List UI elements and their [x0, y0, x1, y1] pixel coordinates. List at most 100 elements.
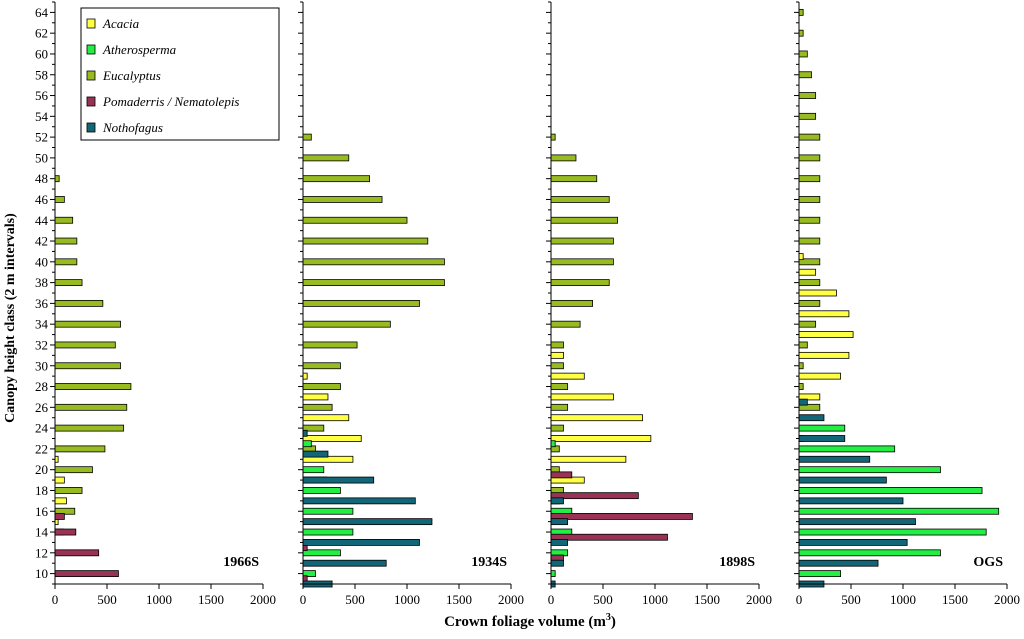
bar-eucalyptus-44	[54, 216, 74, 224]
bar-eucalyptus-42	[798, 237, 821, 245]
legend-label-nothofagus: Nothofagus	[102, 120, 163, 135]
bar-atherosperma-22	[798, 445, 896, 453]
bar-acacia-27	[550, 393, 614, 401]
bar-eucalyptus-50	[302, 154, 350, 162]
y-tick-label: 40	[35, 254, 48, 269]
y-tick-label: 12	[35, 545, 48, 560]
bar-eucalyptus-34	[798, 320, 817, 328]
bar-nothofagus-15	[550, 518, 569, 526]
x-axis-label-superscript: 3	[606, 612, 611, 623]
y-tick-label: 38	[35, 275, 48, 290]
bar-nothofagus-26-5	[798, 398, 808, 406]
bar-nothofagus-11	[302, 559, 387, 567]
panel-1966s: 10 12 14 16 18 20 22 24 26 28 30 32 34 36 38 40 42 44 46 48…	[35, 1, 276, 607]
legend-swatch-nothofagus	[86, 122, 96, 133]
bar-eucalyptus-56	[798, 92, 817, 99]
bar-eucalyptus-36	[54, 299, 104, 307]
bar-nothofagus-19	[302, 476, 375, 484]
bar-acacia-23	[550, 435, 652, 442]
bar-eucalyptus-50	[550, 154, 577, 162]
legend-label-atherosperma: Atherosperma	[102, 42, 177, 57]
bar-eucalyptus-64	[798, 8, 804, 16]
bar-nothofagus-13	[550, 539, 569, 546]
legend-swatch-pomaderris-nematolepis	[86, 96, 96, 107]
bar-nothofagus-13	[302, 539, 420, 546]
bar-eucalyptus-46	[550, 196, 610, 203]
bar-atherosperma-12	[798, 549, 941, 557]
bar-acacia-33	[798, 331, 854, 338]
legend-box	[80, 7, 280, 141]
bar-eucalyptus-20	[54, 466, 93, 474]
bar-acacia-39	[798, 268, 817, 276]
bar-acacia-31	[550, 351, 564, 359]
panel-1898s: 0 500 1000 1500 2000 1898S	[546, 1, 772, 607]
panel-label: 1898S	[719, 555, 755, 570]
bar-atherosperma-22-5	[550, 440, 556, 448]
bar-eucalyptus-48	[798, 175, 821, 183]
bar-nothofagus-11	[550, 559, 564, 567]
bar-atherosperma-16	[798, 507, 1000, 515]
panel-1934s: 0 500 1000 1500 2000 1934S	[298, 1, 524, 607]
bar-eucalyptus-42	[302, 237, 429, 245]
x-axis-label-main: Crown foliage volume (m	[444, 614, 606, 630]
bar-acacia-31	[798, 351, 850, 359]
bar-nothofagus-15	[798, 518, 916, 526]
x-tick-label: 1000	[394, 592, 420, 607]
x-tick-label: 1000	[642, 592, 668, 607]
legend-swatch-eucalyptus	[86, 70, 96, 81]
bar-eucalyptus-32	[302, 341, 358, 349]
y-tick-label: 50	[35, 150, 48, 165]
bar-atherosperma-20	[798, 466, 941, 474]
y-tick-label: 42	[35, 234, 48, 249]
bar-eucalyptus-40	[302, 258, 445, 266]
bar-atherosperma-18	[798, 487, 983, 494]
bar-eucalyptus-24	[550, 424, 564, 432]
panel-label: 1966S	[223, 555, 259, 570]
bar-acacia-40-5	[798, 253, 804, 261]
legend: Acacia Atherosperma Eucalyptus Pomaderris /…	[80, 7, 280, 141]
bar-atherosperma-14	[302, 528, 354, 536]
bar-nothofagus-17	[798, 497, 904, 505]
bar-eucalyptus-28	[550, 383, 569, 390]
bar-nothofagus-19	[798, 476, 887, 484]
bar-nothofagus-21-5	[302, 450, 329, 458]
y-tick-label: 36	[35, 296, 49, 311]
y-tick-label: 30	[35, 358, 48, 373]
bar-atherosperma-20	[302, 466, 325, 474]
y-tick-label: 34	[35, 317, 49, 332]
x-tick-label: 1500	[942, 592, 968, 607]
bar-eucalyptus-30	[550, 362, 564, 370]
bar-eucalyptus-58	[798, 71, 812, 79]
y-tick-label: 54	[35, 109, 49, 124]
bar-eucalyptus-40	[54, 258, 78, 266]
bar-eucalyptus-38	[550, 279, 610, 287]
bar-eucalyptus-46	[302, 196, 383, 203]
bar-eucalyptus-24	[54, 424, 125, 432]
bar-eucalyptus-30	[54, 362, 121, 370]
bar-nothofagus-23-5	[302, 429, 308, 437]
bar-eucalyptus-38	[302, 279, 445, 287]
bar-eucalyptus-48	[54, 175, 60, 183]
bar-nothofagus-25	[798, 414, 825, 422]
bar-acacia-21	[550, 455, 627, 463]
bar-eucalyptus-34	[302, 320, 391, 328]
bar-atherosperma-10	[798, 570, 841, 578]
legend-label-acacia: Acacia	[102, 16, 140, 31]
x-axis-label-end: )	[611, 614, 616, 630]
x-tick-label: 500	[841, 592, 861, 607]
bar-eucalyptus-34	[54, 320, 121, 328]
y-tick-label: 58	[35, 67, 48, 82]
bar-eucalyptus-38	[798, 279, 821, 287]
y-tick-label: 32	[35, 337, 48, 352]
y-tick-label: 18	[35, 483, 48, 498]
x-tick-label: 2000	[250, 592, 276, 607]
bar-eucalyptus-30	[798, 362, 804, 370]
bar-pomaderris-nematolepis-15-5	[54, 513, 65, 520]
bar-eucalyptus-36	[550, 299, 593, 307]
y-tick-label: 26	[35, 400, 49, 415]
bar-eucalyptus-28	[54, 383, 132, 390]
bar-nothofagus-17	[550, 497, 564, 505]
bar-eucalyptus-26	[302, 403, 333, 411]
bar-nothofagus-23	[798, 435, 846, 442]
